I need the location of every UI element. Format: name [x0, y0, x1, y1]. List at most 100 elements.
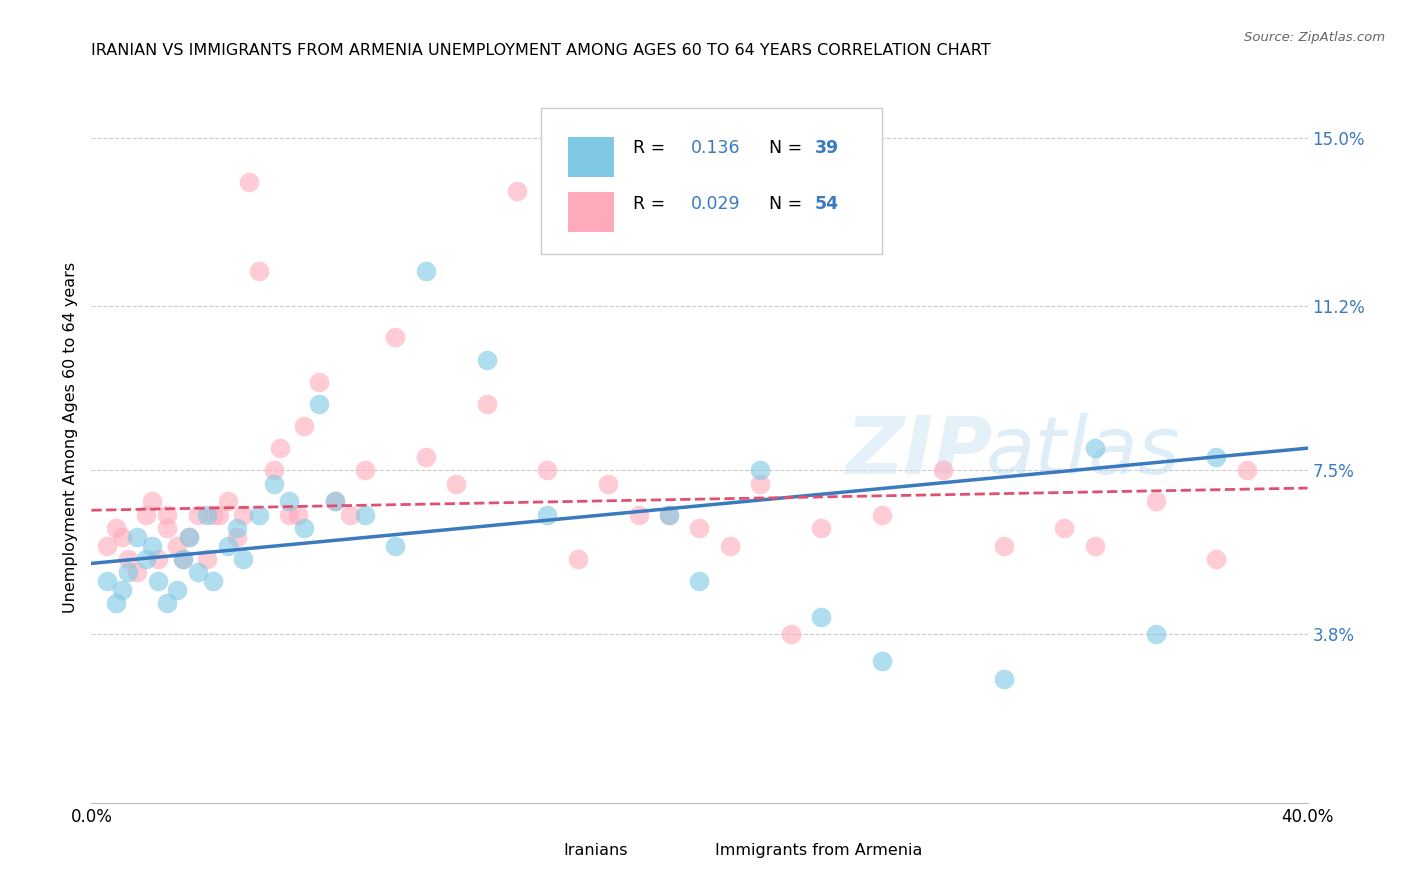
Point [141, 539, 163, 553]
Point [444, 476, 467, 491]
Point [506, 184, 529, 198]
Text: Immigrants from Armenia: Immigrants from Armenia [716, 843, 922, 858]
Point [125, 530, 148, 544]
Point [217, 494, 239, 508]
FancyBboxPatch shape [568, 192, 614, 232]
Point [993, 672, 1015, 686]
Point [1205, 450, 1227, 464]
Point [598, 219, 620, 234]
Point [177, 530, 200, 544]
Point [247, 264, 270, 278]
Point [202, 574, 225, 589]
Point [187, 508, 209, 522]
FancyBboxPatch shape [675, 836, 706, 865]
Point [292, 419, 315, 434]
Point [287, 508, 309, 522]
Point [238, 175, 260, 189]
Point [870, 508, 893, 522]
Point [536, 508, 558, 522]
Text: 39: 39 [815, 139, 839, 157]
Y-axis label: Unemployment Among Ages 60 to 64 years: Unemployment Among Ages 60 to 64 years [62, 261, 77, 613]
Text: R =: R = [633, 195, 671, 213]
Point [749, 463, 772, 477]
Point [688, 521, 710, 535]
Point [117, 552, 139, 566]
Text: 0.029: 0.029 [690, 195, 741, 213]
Text: 0.136: 0.136 [690, 139, 741, 157]
Point [111, 530, 134, 544]
Point [567, 552, 589, 566]
Point [1144, 494, 1167, 508]
Point [292, 521, 315, 535]
Point [135, 508, 157, 522]
Point [627, 508, 650, 522]
Point [870, 654, 893, 668]
FancyBboxPatch shape [568, 137, 614, 178]
Point [278, 494, 301, 508]
Text: N =: N = [758, 195, 807, 213]
Point [117, 566, 139, 580]
Text: Source: ZipAtlas.com: Source: ZipAtlas.com [1244, 31, 1385, 45]
Point [339, 508, 361, 522]
Point [195, 552, 218, 566]
Point [323, 494, 346, 508]
Point [217, 539, 239, 553]
Point [141, 494, 163, 508]
Point [148, 552, 170, 566]
Point [195, 508, 218, 522]
Point [125, 566, 148, 580]
Point [475, 352, 498, 367]
Text: R =: R = [633, 139, 671, 157]
Point [384, 539, 406, 553]
Point [156, 508, 179, 522]
Point [172, 552, 194, 566]
Point [111, 582, 134, 597]
Point [148, 574, 170, 589]
Point [263, 463, 285, 477]
Point [384, 330, 406, 344]
Point [177, 530, 200, 544]
Point [718, 539, 741, 553]
Point [1236, 463, 1258, 477]
Point [208, 508, 231, 522]
Point [308, 375, 330, 389]
Point [104, 521, 127, 535]
Point [187, 566, 209, 580]
Point [354, 508, 377, 522]
Point [308, 397, 330, 411]
Point [247, 508, 270, 522]
Text: N =: N = [758, 139, 807, 157]
Point [232, 508, 254, 522]
Point [658, 508, 681, 522]
Point [269, 441, 291, 455]
Point [810, 609, 832, 624]
Point [354, 463, 377, 477]
Point [135, 552, 157, 566]
Point [1084, 539, 1107, 553]
Point [278, 508, 301, 522]
Text: ZIP: ZIP [845, 413, 993, 491]
Point [232, 552, 254, 566]
Text: atlas: atlas [986, 413, 1180, 491]
Point [658, 508, 681, 522]
Point [415, 450, 437, 464]
Point [323, 494, 346, 508]
Point [226, 521, 249, 535]
Text: IRANIAN VS IMMIGRANTS FROM ARMENIA UNEMPLOYMENT AMONG AGES 60 TO 64 YEARS CORREL: IRANIAN VS IMMIGRANTS FROM ARMENIA UNEMP… [91, 43, 991, 58]
FancyBboxPatch shape [541, 108, 882, 254]
Point [993, 539, 1015, 553]
Text: Iranians: Iranians [564, 843, 627, 858]
Point [172, 552, 194, 566]
Point [598, 476, 620, 491]
Point [96, 539, 118, 553]
Point [536, 463, 558, 477]
Point [156, 596, 179, 610]
Point [96, 574, 118, 589]
Point [688, 574, 710, 589]
Point [931, 463, 953, 477]
Point [156, 521, 179, 535]
Point [202, 508, 225, 522]
Point [104, 596, 127, 610]
Text: 54: 54 [815, 195, 839, 213]
Point [1084, 441, 1107, 455]
